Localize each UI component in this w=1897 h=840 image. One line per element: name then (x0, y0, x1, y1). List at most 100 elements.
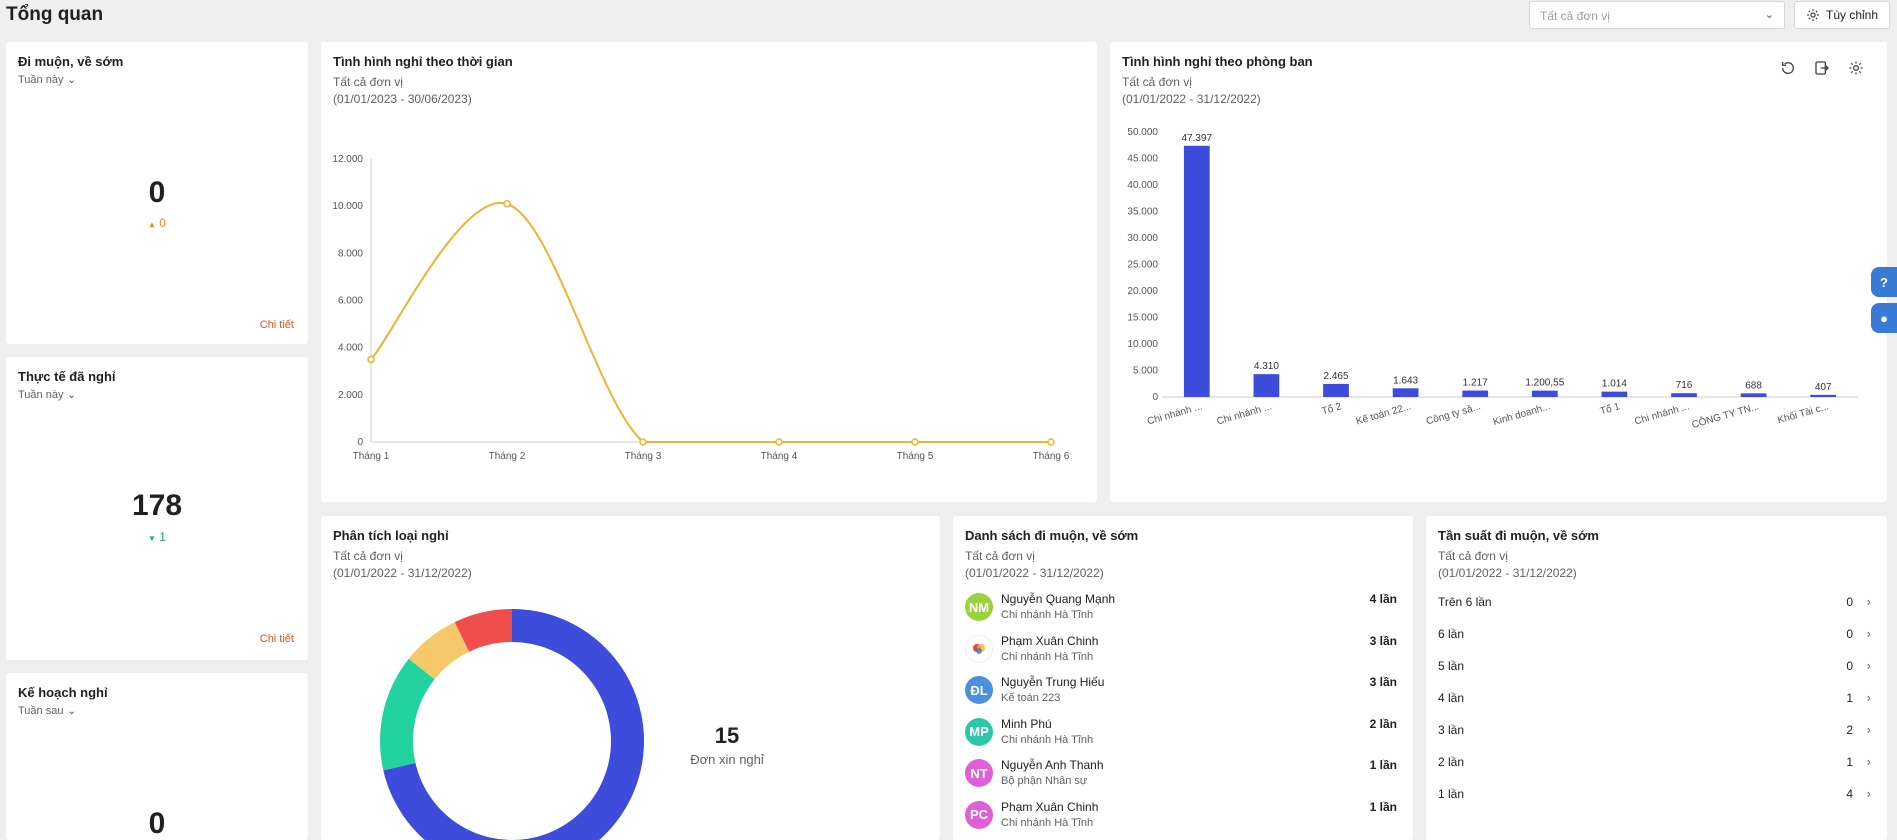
bar[interactable] (1253, 374, 1280, 397)
period-label: Tuần sau (18, 705, 64, 717)
chevron-down-icon: ⌄ (67, 705, 76, 717)
y-tick-label: 30.000 (1127, 233, 1158, 244)
chevron-right-icon: › (1866, 722, 1871, 737)
series-line (370, 202, 1051, 444)
detail-link[interactable]: Chi tiết (259, 633, 294, 645)
frequency-row[interactable]: 1 lần 4 › (1438, 786, 1875, 807)
bar[interactable] (1531, 390, 1558, 397)
leave-plan-card: Kế hoạch nghỉ Tuần sau ⌄ 0 (6, 673, 308, 840)
actual-leave-value: 178 (131, 489, 183, 522)
data-point[interactable] (911, 438, 919, 446)
line-chart: 0 2.000 4.000 6.000 8.000 10.000 12.000 Tháng 1… (332, 154, 1069, 462)
late-count: 4 lần (1369, 592, 1397, 606)
unit-select-placeholder: Tất cả đơn vị (1540, 9, 1610, 23)
card-title: Đi muộn, về sớm (18, 54, 124, 69)
data-point[interactable] (775, 438, 783, 446)
card-title: Tần suất đi muộn, về sớm (1438, 528, 1599, 543)
leave-by-time-card: Tình hình nghỉ theo thời gian Tất cả đơn… (321, 42, 1097, 502)
bar-value-label: 1.200,55 (1525, 378, 1564, 389)
y-tick-label: 8.000 (338, 248, 363, 259)
donut-slice[interactable] (380, 658, 435, 771)
chevron-right-icon: › (1866, 658, 1871, 673)
customize-button[interactable]: Tùy chỉnh (1794, 1, 1890, 29)
donut-total: 15 (714, 723, 740, 748)
employee-dept: Chi nhánh Hà Tĩnh (1001, 733, 1094, 746)
period-select[interactable]: Tuần này ⌄ (18, 389, 76, 401)
employee-dept: Chi nhánh Hà Tĩnh (1001, 816, 1094, 829)
gear-icon[interactable] (1848, 60, 1864, 76)
donut-slice[interactable] (454, 609, 512, 652)
frequency-row[interactable]: Trên 6 lần 0 › (1438, 594, 1875, 615)
x-tick-label: Tháng 4 (761, 451, 798, 462)
list-item[interactable]: ĐL Nguyễn Trung Hiếu Kế toán 223 3 lần (965, 672, 1401, 710)
detail-link[interactable]: Chi tiết (259, 319, 294, 331)
frequency-label: 5 lần (1438, 659, 1465, 673)
help-button[interactable]: ? (1871, 267, 1897, 297)
bar-value-label: 716 (1676, 380, 1693, 391)
period-label: Tuần này (18, 389, 64, 401)
y-tick-label: 15.000 (1127, 313, 1158, 324)
delta-badge: ▼ 1 (6, 530, 308, 544)
x-tick-label: Tổ 1 (1599, 400, 1622, 417)
y-tick-label: 4.000 (338, 343, 363, 354)
data-point[interactable] (503, 200, 511, 208)
list-item[interactable]: Phạm Xuân Chinh Chi nhánh Hà Tĩnh 3 lần (965, 631, 1401, 669)
frequency-row[interactable]: 5 lần 0 › (1438, 658, 1875, 679)
period-select[interactable]: Tuần này ⌄ (18, 74, 76, 86)
bar[interactable] (1601, 391, 1628, 397)
bar[interactable] (1323, 383, 1349, 397)
logo-icon (973, 643, 985, 654)
late-count: 1 lần (1369, 799, 1397, 814)
unit-select[interactable]: Tất cả đơn vị ⌄ (1529, 1, 1785, 29)
frequency-row[interactable]: 6 lần 0 › (1438, 626, 1875, 647)
frequency-row[interactable]: 4 lần 1 › (1438, 690, 1875, 711)
y-tick-label: 0 (1152, 392, 1158, 403)
y-tick-label: 45.000 (1127, 154, 1158, 165)
y-tick-label: 35.000 (1127, 207, 1158, 218)
card-title: Kế hoạch nghỉ (18, 685, 108, 700)
frequency-value: 0 (1846, 595, 1853, 609)
employee-name: Nguyễn Trung Hiếu (1001, 675, 1105, 689)
bar[interactable] (1183, 145, 1210, 397)
delta-value: 1 (159, 530, 166, 544)
question-icon: ? (1880, 274, 1888, 290)
chat-icon: ● (1880, 310, 1888, 326)
data-point[interactable] (367, 355, 375, 364)
unit-label: Tất cả đơn vị (333, 549, 403, 563)
chat-button[interactable]: ● (1871, 303, 1897, 333)
data-point[interactable] (1047, 438, 1055, 446)
bar[interactable] (1810, 394, 1837, 397)
late-count: 3 lần (1369, 675, 1397, 689)
data-point[interactable] (639, 438, 647, 446)
y-tick-label: 20.000 (1127, 286, 1158, 297)
donut-slice[interactable] (383, 609, 644, 840)
refresh-icon[interactable] (1780, 60, 1796, 76)
donut-slice[interactable] (408, 622, 470, 680)
employee-name: Nguyễn Quang Mạnh (1001, 592, 1116, 606)
y-tick-label: 0 (357, 437, 363, 448)
frequency-label: 4 lần (1438, 691, 1465, 705)
bar[interactable] (1392, 388, 1419, 397)
employee-dept: Chi nhánh Hà Tĩnh (1001, 609, 1094, 621)
unit-label: Tất cả đơn vị (965, 549, 1035, 563)
x-tick-label: Tháng 2 (489, 451, 526, 462)
page-title: Tổng quan (6, 4, 104, 25)
bar[interactable] (1671, 393, 1697, 397)
bar-chart: 0 5.000 10.000 15.000 20.000 25.000 30.000 35.0… (1127, 127, 1858, 431)
list-item[interactable]: PC Phạm Xuân Chinh Chi nhánh Hà Tĩnh 1 lần (965, 797, 1401, 835)
frequency-row[interactable]: 2 lần 1 › (1438, 754, 1875, 775)
bar-value-label: 4.310 (1254, 361, 1279, 372)
triangle-up-icon: ▲ (148, 220, 156, 229)
bar[interactable] (1740, 393, 1767, 397)
period-select[interactable]: Tuần sau ⌄ (18, 705, 76, 717)
bar-value-label: 1.217 (1463, 378, 1488, 389)
date-range: (01/01/2022 - 31/12/2022) (965, 566, 1104, 580)
bar[interactable] (1462, 390, 1489, 397)
list-item[interactable]: NM Nguyễn Quang Mạnh Chi nhánh Hà Tĩnh 4 lầ… (965, 589, 1401, 627)
list-item[interactable]: MP Minh Phú Chi nhánh Hà Tĩnh 2 lần (965, 714, 1401, 752)
frequency-row[interactable]: 3 lần 2 › (1438, 722, 1875, 743)
avatar (965, 634, 993, 663)
export-icon[interactable] (1814, 60, 1830, 76)
chevron-right-icon: › (1866, 594, 1871, 609)
list-item[interactable]: NT Nguyễn Anh Thanh Bộ phận Nhân sự 1 lần (965, 755, 1401, 793)
